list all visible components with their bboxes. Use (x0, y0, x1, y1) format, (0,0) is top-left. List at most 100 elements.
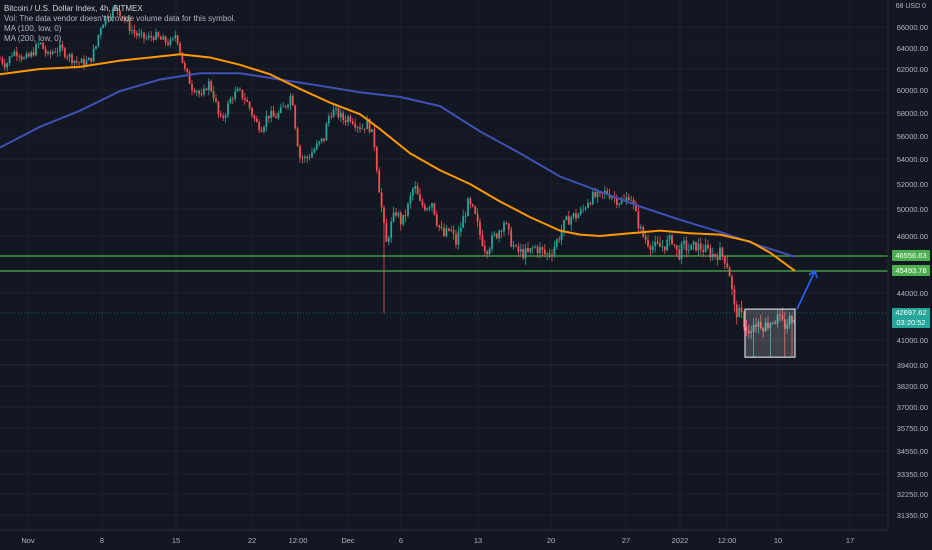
candle-body (363, 128, 366, 130)
candle-body (687, 249, 690, 251)
candle-body (315, 143, 318, 150)
candle-body (659, 243, 661, 247)
arrow-shaft (796, 270, 816, 310)
candle-body (210, 81, 213, 92)
candle-body (596, 191, 599, 198)
y-tick-label: 66000.00 (897, 23, 928, 32)
candle-body (606, 190, 609, 194)
candle-body (531, 247, 534, 249)
candle-body (387, 237, 390, 242)
candle-body (709, 248, 712, 258)
candle-body (147, 35, 150, 38)
candle-body (32, 52, 35, 56)
candle-body (498, 231, 501, 239)
candle-body (683, 240, 685, 244)
candle-body (227, 103, 229, 116)
candle-body (733, 289, 736, 305)
candle-body (207, 81, 210, 90)
candle-body (611, 196, 613, 199)
candle-body (126, 19, 129, 21)
candle-body (680, 243, 683, 260)
y-tick-label: 38200.00 (897, 382, 928, 391)
candle-body (488, 248, 491, 255)
candle-body (654, 241, 657, 247)
y-tick-label: 41000.00 (897, 336, 928, 345)
candle-body (15, 51, 18, 56)
candle-body (594, 192, 597, 198)
candle-body (697, 243, 700, 251)
candle-body (114, 8, 117, 9)
candle-body (231, 98, 234, 100)
candle-body (234, 91, 237, 100)
candle-body (193, 90, 196, 93)
candle-body (428, 207, 431, 209)
candle-body (349, 116, 352, 122)
candle-body (83, 58, 85, 66)
candle-body (493, 233, 496, 236)
ma100-legend[interactable]: MA (100, low, 0) (4, 24, 62, 33)
candle-body (296, 128, 299, 147)
candle-body (695, 241, 697, 251)
level-price-tag-1[interactable]: 46556.63 (892, 250, 930, 261)
symbol-title[interactable]: Bitcoin / U.S. Dollar Index, 4h, BITMEX (4, 4, 143, 13)
candle-body (716, 256, 719, 260)
candle-body (399, 212, 402, 225)
candle-body (685, 240, 688, 251)
candle-body (728, 267, 731, 277)
candle-body (426, 208, 429, 211)
ma200-legend[interactable]: MA (200, low, 0) (4, 34, 62, 43)
candle-body (450, 230, 453, 232)
candle-body (162, 36, 165, 40)
candle-body (42, 42, 45, 50)
candle-body (452, 230, 455, 234)
candle-body (337, 108, 340, 118)
candle-body (37, 43, 40, 45)
chart-legend: Bitcoin / U.S. Dollar Index, 4h, BITMEX … (4, 4, 236, 44)
y-tick-label: 44000.00 (897, 289, 928, 298)
candle-body (635, 203, 637, 212)
candle-body (627, 197, 630, 201)
candle-body (673, 244, 676, 246)
candle-body (522, 249, 525, 258)
candle-body (6, 63, 9, 68)
candle-body (294, 105, 297, 129)
candle-body (47, 52, 49, 54)
candle-body (745, 327, 748, 331)
candle-body (553, 246, 556, 255)
candle-body (320, 138, 323, 142)
candle-body (366, 119, 369, 130)
candle-body (390, 221, 393, 238)
candle-body (759, 321, 762, 329)
x-tick-label: 13 (474, 536, 482, 545)
candle-body (313, 149, 316, 153)
candle-body (555, 239, 558, 247)
candle-body (205, 88, 208, 90)
candle-body (731, 276, 733, 290)
candle-body (123, 17, 126, 21)
candle-body (344, 120, 347, 123)
candle-body (668, 235, 671, 240)
candle-body (90, 57, 93, 62)
candle-body (128, 19, 131, 32)
x-tick-label: 27 (622, 536, 630, 545)
candle-body (779, 314, 781, 316)
candle-body (253, 115, 256, 119)
candle-body (383, 207, 385, 224)
candle-body (246, 100, 249, 102)
candle-body (323, 138, 325, 141)
candle-body (589, 202, 592, 205)
candle-body (104, 16, 107, 25)
candle-body (637, 211, 640, 229)
y-tick-label: 48000.00 (897, 232, 928, 241)
candle-body (738, 307, 741, 318)
current-price-tag: 42697.62 03:20:52 (892, 308, 930, 328)
candle-body (409, 195, 412, 204)
candle-body (356, 127, 359, 128)
candle-body (464, 216, 467, 217)
level-price-tag-2[interactable]: 45493.78 (892, 265, 930, 276)
candle-body (80, 58, 83, 63)
candle-body (243, 98, 246, 101)
candle-body (404, 214, 407, 216)
candle-body (23, 57, 25, 60)
